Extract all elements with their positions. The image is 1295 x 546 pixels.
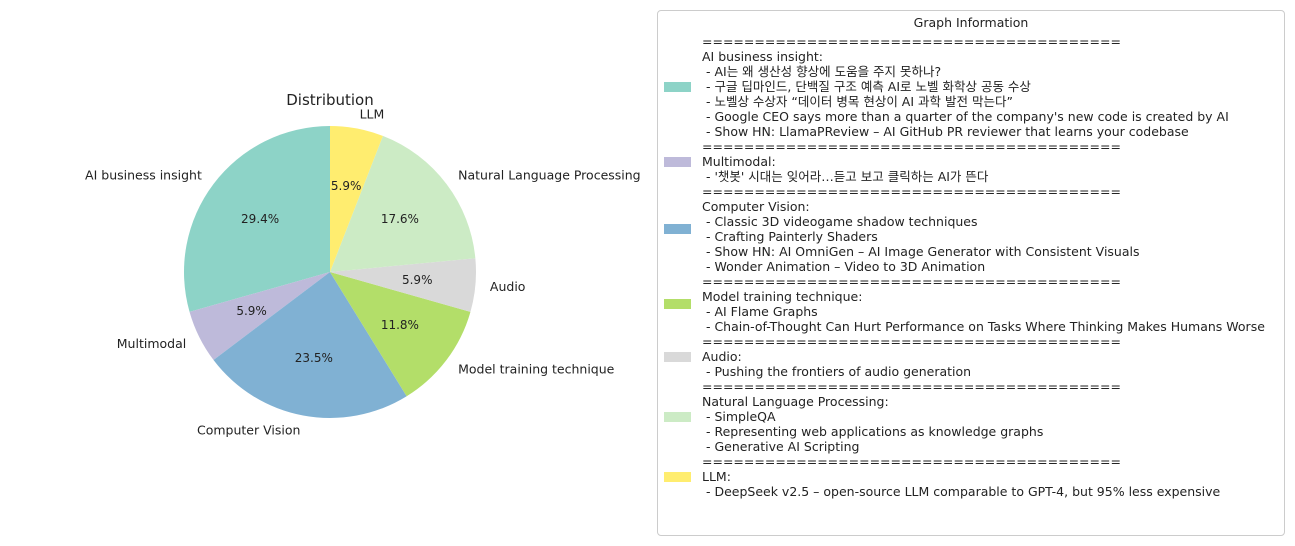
legend-item: - DeepSeek v2.5 – open-source LLM compar… <box>702 484 1221 499</box>
slice-label-llm: LLM <box>360 107 385 122</box>
legend-text: ========================================… <box>702 274 1280 334</box>
legend-item: - AI Flame Graphs <box>702 304 818 319</box>
legend-separator: ======================================== <box>702 34 1121 49</box>
legend-entry-0: ========================================… <box>658 34 1284 139</box>
pct-label-llm: 5.9% <box>331 179 362 193</box>
legend-text: ========================================… <box>702 184 1280 274</box>
legend: Graph Information ======================… <box>657 10 1285 536</box>
legend-item: - Show HN: AI OmniGen – AI Image Generat… <box>702 244 1140 259</box>
pie-slice-model-training-technique <box>330 272 471 397</box>
legend-item: - 구글 딥마인드, 단백질 구조 예측 AI로 노벨 화학상 공동 수상 <box>702 79 1031 94</box>
pie-chart: Distribution 29.4% AI business insight 5.9… <box>85 91 641 438</box>
legend-swatch <box>664 412 691 422</box>
legend-swatch <box>664 224 691 234</box>
legend-category-name: Computer Vision: <box>702 199 810 214</box>
legend-item: - Wonder Animation – Video to 3D Animati… <box>702 259 986 274</box>
legend-entry-2: ========================================… <box>658 184 1284 274</box>
legend-item: - Google CEO says more than a quarter of… <box>702 109 1229 124</box>
legend-swatch <box>664 82 691 92</box>
pct-label-natural-language-processing: 17.6% <box>381 212 419 226</box>
legend-category-name: Audio: <box>702 349 742 364</box>
legend-text: ========================================… <box>702 139 1280 184</box>
legend-separator: ======================================== <box>702 184 1121 199</box>
legend-entry-4: ========================================… <box>658 334 1284 379</box>
legend-category-name: Multimodal: <box>702 154 776 169</box>
legend-separator: ======================================== <box>702 274 1121 289</box>
pct-label-model-training-technique: 11.8% <box>381 318 419 332</box>
legend-item: - Representing web applications as knowl… <box>702 424 1044 439</box>
slice-label-computer-vision: Computer Vision <box>197 422 300 437</box>
slice-label-audio: Audio <box>490 279 526 294</box>
legend-item: - AI는 왜 생산성 향상에 도움을 주지 못하나? <box>702 64 942 79</box>
legend-entry-1: ========================================… <box>658 139 1284 184</box>
legend-item: - Crafting Painterly Shaders <box>702 229 878 244</box>
slice-label-natural-language-processing: Natural Language Processing <box>458 168 641 183</box>
legend-item: - Show HN: LlamaPReview – AI GitHub PR r… <box>702 124 1189 139</box>
legend-separator: ======================================== <box>702 334 1121 349</box>
pie-slices <box>184 126 476 418</box>
legend-swatch <box>664 472 691 482</box>
legend-category-name: Natural Language Processing: <box>702 394 889 409</box>
legend-separator: ======================================== <box>702 379 1121 394</box>
legend-item: - SimpleQA <box>702 409 776 424</box>
legend-item: - '챗봇' 시대는 잊어라…듣고 보고 클릭하는 AI가 뜬다 <box>702 169 989 184</box>
legend-swatch <box>664 157 691 167</box>
slice-label-ai-business-insight: AI business insight <box>85 168 202 183</box>
legend-text: ========================================… <box>702 379 1280 454</box>
legend-swatch <box>664 299 691 309</box>
legend-entry-5: ========================================… <box>658 379 1284 454</box>
chart-title: Distribution <box>286 91 374 109</box>
pie-labels: 29.4% AI business insight 5.9% Multimodal 23… <box>85 107 641 438</box>
legend-item: - Generative AI Scripting <box>702 439 860 454</box>
legend-item: - Pushing the frontiers of audio generat… <box>702 364 972 379</box>
legend-text: ========================================… <box>702 334 1280 379</box>
pie-slice-llm <box>330 126 383 272</box>
pie-slice-computer-vision <box>213 272 407 418</box>
pct-label-audio: 5.9% <box>402 273 433 287</box>
legend-item: - Classic 3D videogame shadow techniques <box>702 214 978 229</box>
legend-item: - 노벨상 수상자 “데이터 병목 현상이 AI 과학 발전 막는다” <box>702 94 1013 109</box>
slice-label-model-training-technique: Model training technique <box>458 361 615 376</box>
slice-label-multimodal: Multimodal <box>117 336 186 351</box>
legend-title: Graph Information <box>913 15 1029 30</box>
legend-swatch <box>664 352 691 362</box>
pie-slice-ai-business-insight <box>184 126 330 312</box>
legend-text: ========================================… <box>702 34 1280 139</box>
pie-slice-audio <box>330 258 476 312</box>
legend-separator: ======================================== <box>702 454 1121 469</box>
pie-slice-multimodal <box>189 272 330 361</box>
legend-category-name: Model training technique: <box>702 289 863 304</box>
legend-item: - Chain-of-Thought Can Hurt Performance … <box>702 319 1265 334</box>
legend-category-name: AI business insight: <box>702 49 824 64</box>
legend-category-name: LLM: <box>702 469 731 484</box>
legend-entry-6: ========================================… <box>658 454 1284 499</box>
pct-label-computer-vision: 23.5% <box>295 351 333 365</box>
pct-label-multimodal: 5.9% <box>236 304 267 318</box>
legend-text: ========================================… <box>702 454 1280 499</box>
pct-label-ai-business-insight: 29.4% <box>241 212 279 226</box>
legend-separator: ======================================== <box>702 139 1121 154</box>
legend-entry-3: ========================================… <box>658 274 1284 334</box>
pie-slice-natural-language-processing <box>330 135 476 272</box>
